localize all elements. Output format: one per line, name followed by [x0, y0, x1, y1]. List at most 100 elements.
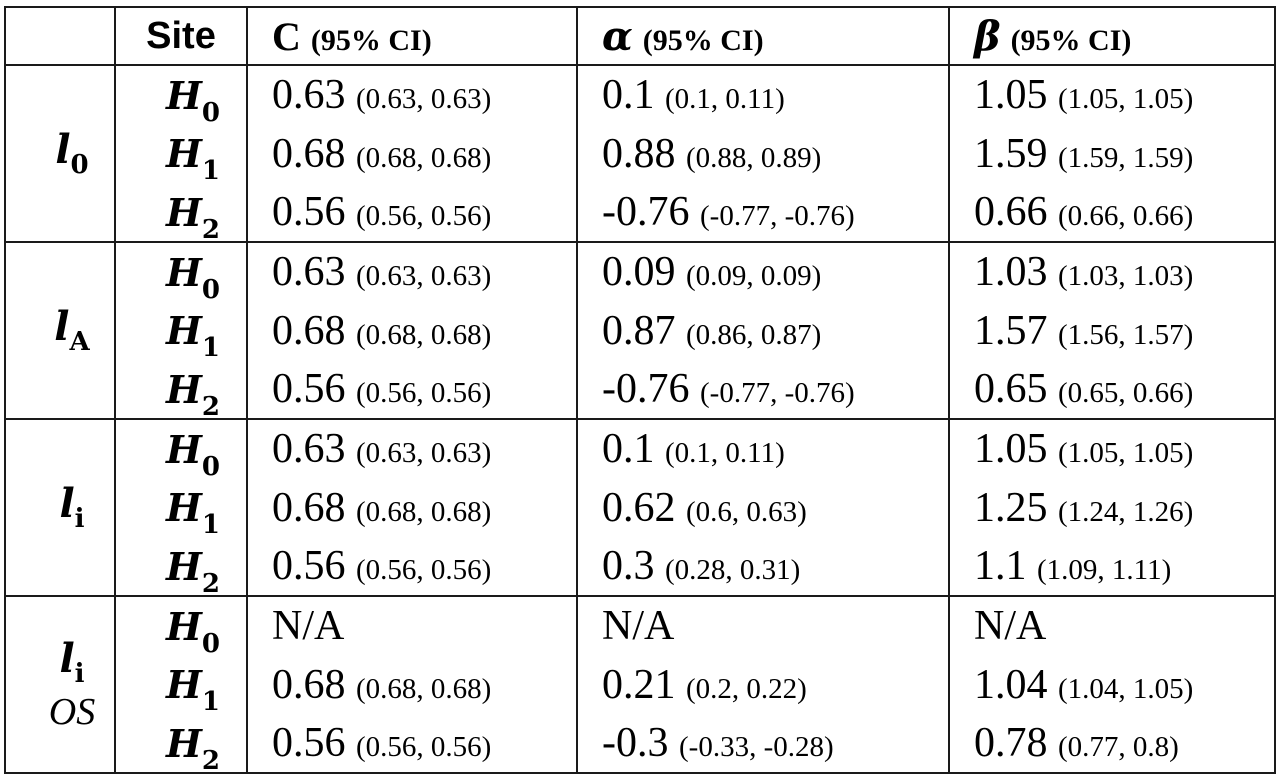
- c-cell: 0.63 (0.63, 0.63): [246, 419, 578, 478]
- table-row: H2 0.56 (0.56, 0.56) -0.76 (-0.77, -0.76) 0…: [5, 360, 1276, 420]
- c-cell: 0.56 (0.56, 0.56): [246, 360, 578, 420]
- site-subscript: 0: [201, 451, 220, 479]
- c-cell: 0.68 (0.68, 0.68): [246, 478, 578, 537]
- beta-cell: 1.57 (1.56, 1.57): [948, 301, 1276, 360]
- site-subscript: 1: [201, 510, 220, 537]
- c-ci: (0.56, 0.56): [356, 731, 492, 763]
- c-cell: 0.56 (0.56, 0.56): [246, 183, 578, 243]
- alpha-value: -0.3: [602, 720, 669, 766]
- site-cell: H2: [114, 183, 248, 243]
- header-c: C (95% CI): [246, 6, 578, 66]
- model-subscript: A: [69, 327, 90, 357]
- beta-ci: (1.24, 1.26): [1058, 495, 1194, 528]
- alpha-cell: -0.76 (-0.77, -0.76): [576, 183, 950, 243]
- beta-value: 1.1: [974, 543, 1027, 589]
- model-symbol: l: [59, 635, 75, 682]
- alpha-ci: (0.88, 0.89): [686, 141, 822, 174]
- alpha-ci: (0.28, 0.31): [665, 554, 801, 586]
- c-value: 0.68: [272, 661, 346, 708]
- beta-cell: 1.03 (1.03, 1.03): [948, 242, 1276, 301]
- c-cell: 0.63 (0.63, 0.63): [246, 242, 578, 301]
- model-symbol: l: [54, 303, 70, 350]
- beta-value: N/A: [974, 603, 1047, 649]
- alpha-value: 0.62: [602, 484, 676, 531]
- beta-cell: 0.78 (0.77, 0.8): [948, 714, 1276, 774]
- beta-ci: (0.77, 0.8): [1058, 731, 1179, 763]
- beta-ci: (1.04, 1.05): [1058, 672, 1194, 705]
- c-value: 0.56: [272, 366, 346, 412]
- model-label-cell: lA: [4, 242, 116, 420]
- header-c-ci: (95% CI): [310, 23, 432, 57]
- results-table: Site C (95% CI) α (95% CI) β (95% CI) l0…: [4, 6, 1276, 774]
- beta-cell: 1.25 (1.24, 1.26): [948, 478, 1276, 537]
- alpha-value: -0.76: [602, 189, 690, 235]
- c-value: 0.68: [272, 484, 346, 531]
- site-symbol: H: [166, 426, 202, 472]
- site-subscript: 2: [201, 745, 220, 773]
- site-cell: H0: [114, 419, 248, 479]
- alpha-ci: (0.1, 0.11): [665, 437, 785, 469]
- site-cell: H2: [114, 714, 248, 774]
- c-ci: (0.56, 0.56): [356, 554, 492, 586]
- alpha-ci: (0.6, 0.63): [686, 495, 807, 528]
- alpha-value: 0.1: [602, 426, 655, 472]
- beta-ci: (1.05, 1.05): [1058, 83, 1194, 115]
- beta-value: 1.04: [974, 661, 1048, 708]
- beta-value: 1.25: [974, 484, 1048, 531]
- header-row: Site C (95% CI) α (95% CI) β (95% CI): [4, 6, 1276, 66]
- c-value: 0.56: [272, 543, 346, 589]
- model-symbol: l: [59, 480, 75, 527]
- site-subscript: 0: [201, 628, 220, 656]
- site-cell: H1: [114, 478, 248, 537]
- model-label-cell: li OS: [4, 596, 116, 774]
- site-symbol: H: [166, 366, 202, 412]
- site-cell: H0: [114, 65, 248, 124]
- beta-value: 0.66: [974, 189, 1048, 235]
- beta-value: 0.78: [974, 720, 1048, 766]
- site-subscript: 1: [201, 333, 220, 360]
- beta-cell: 1.05 (1.05, 1.05): [948, 419, 1276, 478]
- c-value: 0.56: [272, 189, 346, 235]
- beta-value: 1.05: [974, 72, 1048, 118]
- beta-cell: 0.65 (0.65, 0.66): [948, 360, 1276, 420]
- beta-ci: (1.56, 1.57): [1058, 318, 1194, 351]
- model-label-cell: l0: [4, 65, 116, 243]
- alpha-cell: 0.21 (0.2, 0.22): [576, 655, 950, 714]
- site-symbol: H: [166, 308, 202, 353]
- alpha-cell: N/A: [576, 596, 950, 655]
- alpha-ci: (-0.33, -0.28): [679, 731, 834, 763]
- alpha-value: 0.88: [602, 130, 676, 177]
- site-subscript: 2: [201, 391, 220, 419]
- site-symbol: H: [166, 485, 202, 530]
- c-ci: (0.68, 0.68): [356, 141, 492, 174]
- table-row: H2 0.56 (0.56, 0.56) 0.3 (0.28, 0.31) 1.1 (…: [5, 537, 1276, 597]
- c-value: 0.68: [272, 307, 346, 354]
- header-alpha: α (95% CI): [576, 6, 950, 66]
- beta-value: 1.57: [974, 307, 1048, 354]
- site-symbol: H: [166, 131, 202, 176]
- beta-ci: (0.65, 0.66): [1058, 377, 1194, 409]
- alpha-cell: 0.87 (0.86, 0.87): [576, 301, 950, 360]
- site-symbol: H: [166, 603, 202, 649]
- c-ci: (0.56, 0.56): [356, 200, 492, 232]
- table-body: l0 H0 0.63 (0.63, 0.63) 0.1 (0.1, 0.11) 1.05…: [4, 65, 1276, 774]
- c-ci: (0.68, 0.68): [356, 495, 492, 528]
- c-value: 0.56: [272, 720, 346, 766]
- alpha-ci: (-0.77, -0.76): [700, 200, 855, 232]
- table-row: H1 0.68 (0.68, 0.68) 0.88 (0.88, 0.89) 1.59…: [5, 124, 1276, 183]
- c-cell: 0.56 (0.56, 0.56): [246, 537, 578, 597]
- site-subscript: 1: [201, 687, 220, 714]
- c-value: N/A: [272, 603, 345, 649]
- header-beta: β (95% CI): [948, 6, 1276, 66]
- c-cell: N/A: [246, 596, 578, 655]
- alpha-ci: (0.09, 0.09): [686, 260, 822, 292]
- header-beta-ci: (95% CI): [1010, 23, 1132, 57]
- alpha-value: 0.21: [602, 661, 676, 708]
- site-cell: H0: [114, 242, 248, 301]
- beta-value: 0.65: [974, 366, 1048, 412]
- model-subscript: i: [74, 504, 85, 534]
- alpha-ci: (0.86, 0.87): [686, 318, 822, 351]
- alpha-value: 0.1: [602, 72, 655, 118]
- table-row: H1 0.68 (0.68, 0.68) 0.62 (0.6, 0.63) 1.25 …: [5, 478, 1276, 537]
- c-value: 0.63: [272, 249, 346, 295]
